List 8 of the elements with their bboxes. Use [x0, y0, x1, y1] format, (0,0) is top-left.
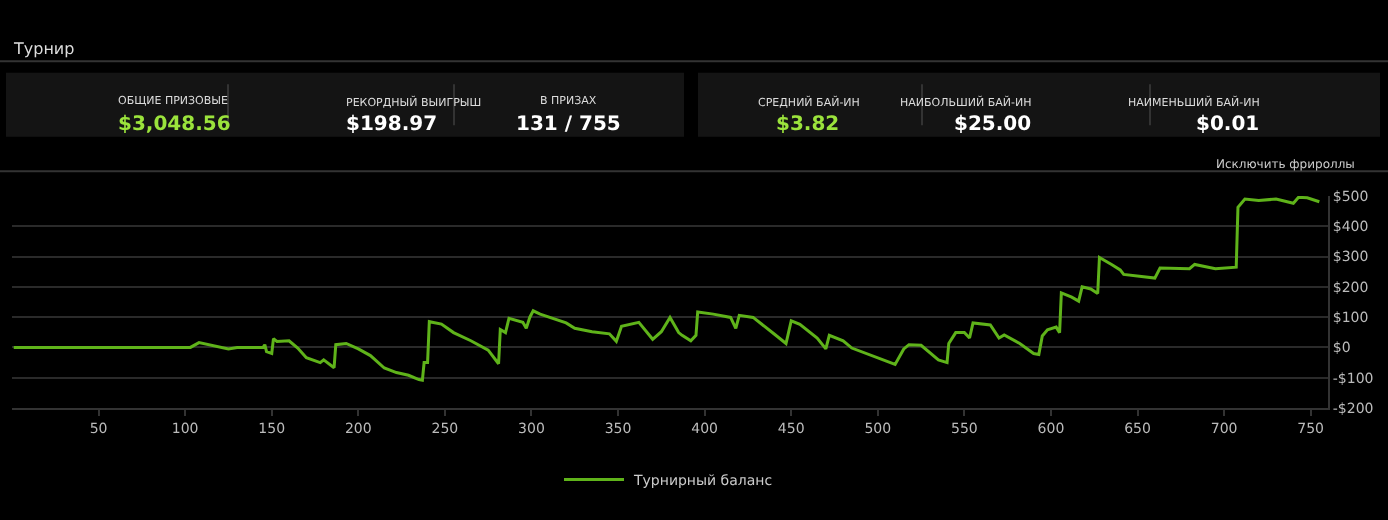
line-series [12, 196, 1321, 382]
text: $3,048.56 [118, 114, 231, 136]
text: $3.82 [776, 114, 840, 136]
text: $0.01 [1196, 114, 1260, 136]
text: 131 / 755 [516, 114, 621, 136]
text: $25.00 [954, 114, 1032, 136]
text: $198.97 [346, 114, 438, 136]
text: Турнир [12, 40, 75, 58]
